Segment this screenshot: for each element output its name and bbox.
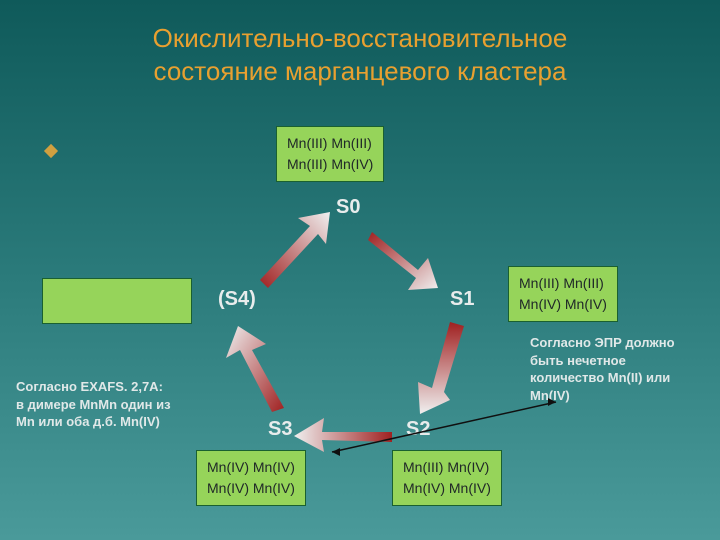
box-s1-line1: Mn(III) Mn(III): [519, 275, 604, 291]
box-s1-line2: Mn(IV) Mn(IV): [519, 296, 607, 312]
note-epr-l2: быть нечетное: [530, 353, 626, 368]
note-exafs-l1: Согласно EXAFS. 2,7А:: [16, 379, 163, 394]
note-exafs-l3: Mn или оба д.б. Mn(IV): [16, 414, 160, 429]
box-s2: Mn(III) Mn(IV) Mn(IV) Mn(IV): [392, 450, 502, 506]
box-s3-line1: Mn(IV) Mn(IV): [207, 459, 295, 475]
note-epr: Согласно ЭПР должно быть нечетное количе…: [530, 334, 675, 404]
box-s2-line1: Mn(III) Mn(IV): [403, 459, 489, 475]
box-s3: Mn(IV) Mn(IV) Mn(IV) Mn(IV): [196, 450, 306, 506]
state-s2: S2: [406, 418, 430, 441]
box-s4-empty: [42, 278, 192, 324]
state-s3: S3: [268, 418, 292, 441]
box-s3-line2: Mn(IV) Mn(IV): [207, 480, 295, 496]
state-s1: S1: [450, 288, 474, 311]
state-s0: S0: [336, 196, 360, 219]
note-exafs: Согласно EXAFS. 2,7А: в димере MnMn один…: [16, 378, 171, 431]
box-s0-line1: Mn(III) Mn(III): [287, 135, 372, 151]
state-s4: (S4): [218, 288, 256, 311]
note-epr-l1: Согласно ЭПР должно: [530, 335, 675, 350]
box-s1: Mn(III) Mn(III) Mn(IV) Mn(IV): [508, 266, 618, 322]
note-epr-l3: количество Mn(II) или: [530, 370, 670, 385]
box-s0-line2: Mn(III) Mn(IV): [287, 156, 373, 172]
box-s0: Mn(III) Mn(III) Mn(III) Mn(IV): [276, 126, 384, 182]
note-epr-l4: Mn(IV): [530, 388, 570, 403]
box-s2-line2: Mn(IV) Mn(IV): [403, 480, 491, 496]
note-exafs-l2: в димере MnMn один из: [16, 397, 171, 412]
